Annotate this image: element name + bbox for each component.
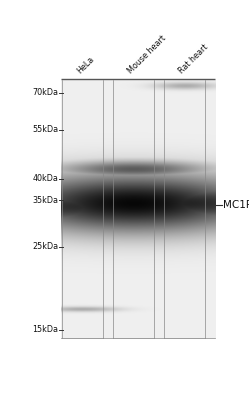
Text: 70kDa: 70kDa bbox=[32, 88, 58, 97]
Bar bbox=[113, 80, 154, 338]
Bar bbox=[62, 80, 103, 338]
Text: 40kDa: 40kDa bbox=[32, 174, 58, 183]
Bar bbox=[61, 80, 215, 338]
Text: MC1R: MC1R bbox=[223, 200, 249, 210]
Text: 35kDa: 35kDa bbox=[32, 196, 58, 205]
Text: Mouse heart: Mouse heart bbox=[126, 34, 168, 76]
Text: 25kDa: 25kDa bbox=[32, 242, 58, 251]
Bar bbox=[164, 80, 205, 338]
Text: 55kDa: 55kDa bbox=[32, 125, 58, 134]
Text: Rat heart: Rat heart bbox=[177, 43, 210, 76]
Text: HeLa: HeLa bbox=[75, 55, 96, 76]
Text: 15kDa: 15kDa bbox=[32, 325, 58, 334]
